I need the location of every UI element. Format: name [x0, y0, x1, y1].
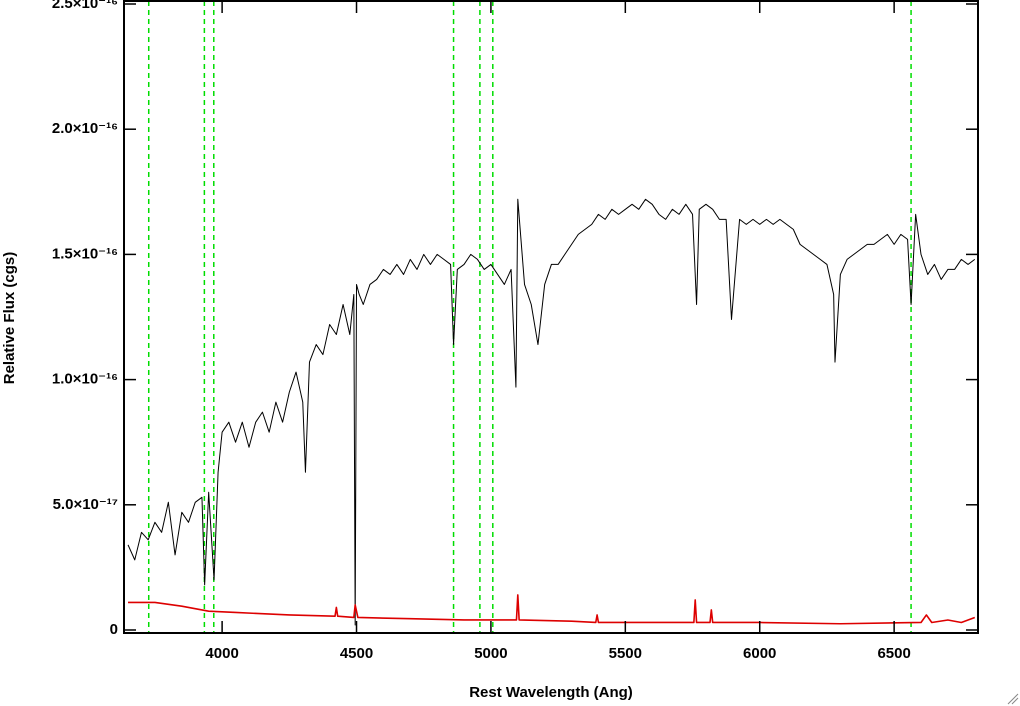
y-axis-label: Relative Flux (cgs): [1, 252, 18, 385]
y-tick-label: 1.5×10⁻¹⁶: [52, 245, 118, 262]
resize-grip: [1007, 693, 1019, 705]
x-tick-label: 4500: [340, 645, 373, 662]
y-tick-label: 1.0×10⁻¹⁶: [52, 371, 118, 388]
x-tick-label: 6000: [743, 645, 776, 662]
plot-frame: [123, 0, 979, 634]
x-tick-label: 6500: [877, 645, 910, 662]
spectrum-line: [127, 198, 976, 626]
y-tick-label: 5.0×10⁻¹⁷: [53, 496, 118, 513]
y-tick-label: 2.5×10⁻¹⁶: [52, 0, 118, 12]
y-tick-label: 2.0×10⁻¹⁶: [52, 120, 118, 137]
x-axis-label: Rest Wavelength (Ang): [469, 684, 633, 701]
spectrum-line: [128, 594, 976, 625]
x-tick-label: 4000: [205, 645, 238, 662]
y-tick-label: 0: [110, 621, 118, 638]
x-tick-label: 5000: [474, 645, 507, 662]
x-tick-label: 5500: [609, 645, 642, 662]
